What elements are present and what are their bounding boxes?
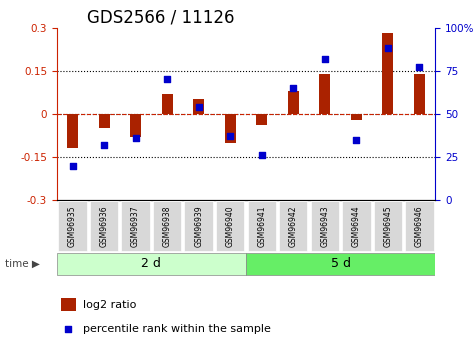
FancyBboxPatch shape [122, 201, 150, 251]
Point [321, 56, 329, 61]
Point [384, 46, 392, 51]
FancyBboxPatch shape [246, 253, 435, 275]
FancyBboxPatch shape [311, 201, 339, 251]
Bar [351, 114, 362, 120]
Bar [288, 91, 299, 114]
Bar [225, 114, 236, 142]
Bar [193, 99, 204, 114]
Point [132, 135, 140, 141]
Point [416, 65, 423, 70]
FancyBboxPatch shape [57, 253, 246, 275]
FancyBboxPatch shape [405, 201, 434, 251]
Bar [61, 298, 76, 311]
Text: GSM96943: GSM96943 [320, 205, 329, 247]
Text: GSM96935: GSM96935 [68, 205, 77, 247]
Bar [382, 33, 394, 114]
FancyBboxPatch shape [279, 201, 307, 251]
Text: GSM96945: GSM96945 [383, 205, 393, 247]
Text: GSM96941: GSM96941 [257, 205, 266, 247]
Text: time ▶: time ▶ [5, 259, 40, 269]
Text: GSM96944: GSM96944 [352, 205, 361, 247]
FancyBboxPatch shape [374, 201, 402, 251]
Text: percentile rank within the sample: percentile rank within the sample [83, 325, 271, 334]
FancyBboxPatch shape [153, 201, 181, 251]
Bar [162, 94, 173, 114]
Text: GSM96938: GSM96938 [163, 205, 172, 247]
Bar [98, 114, 110, 128]
Text: 5 d: 5 d [331, 257, 350, 270]
Text: GSM96936: GSM96936 [99, 205, 109, 247]
Bar [256, 114, 267, 125]
Point [195, 104, 202, 110]
FancyBboxPatch shape [90, 201, 118, 251]
FancyBboxPatch shape [58, 201, 87, 251]
Point [163, 77, 171, 82]
Bar [414, 73, 425, 114]
Text: GSM96942: GSM96942 [289, 205, 298, 247]
FancyBboxPatch shape [216, 201, 245, 251]
Text: GSM96939: GSM96939 [194, 205, 203, 247]
Text: log2 ratio: log2 ratio [83, 300, 137, 309]
Bar [319, 73, 330, 114]
Point [258, 152, 265, 158]
FancyBboxPatch shape [247, 201, 276, 251]
Point [100, 142, 108, 148]
Text: 2 d: 2 d [141, 257, 161, 270]
FancyBboxPatch shape [184, 201, 213, 251]
FancyBboxPatch shape [342, 201, 370, 251]
Text: GSM96940: GSM96940 [226, 205, 235, 247]
Bar [130, 114, 141, 137]
Text: GDS2566 / 11126: GDS2566 / 11126 [87, 8, 235, 26]
Point [227, 134, 234, 139]
Text: GSM96937: GSM96937 [131, 205, 140, 247]
Text: GSM96946: GSM96946 [415, 205, 424, 247]
Point [289, 85, 297, 91]
Point [345, 170, 353, 176]
Point [352, 137, 360, 142]
Bar [67, 114, 78, 148]
Point [69, 163, 76, 168]
